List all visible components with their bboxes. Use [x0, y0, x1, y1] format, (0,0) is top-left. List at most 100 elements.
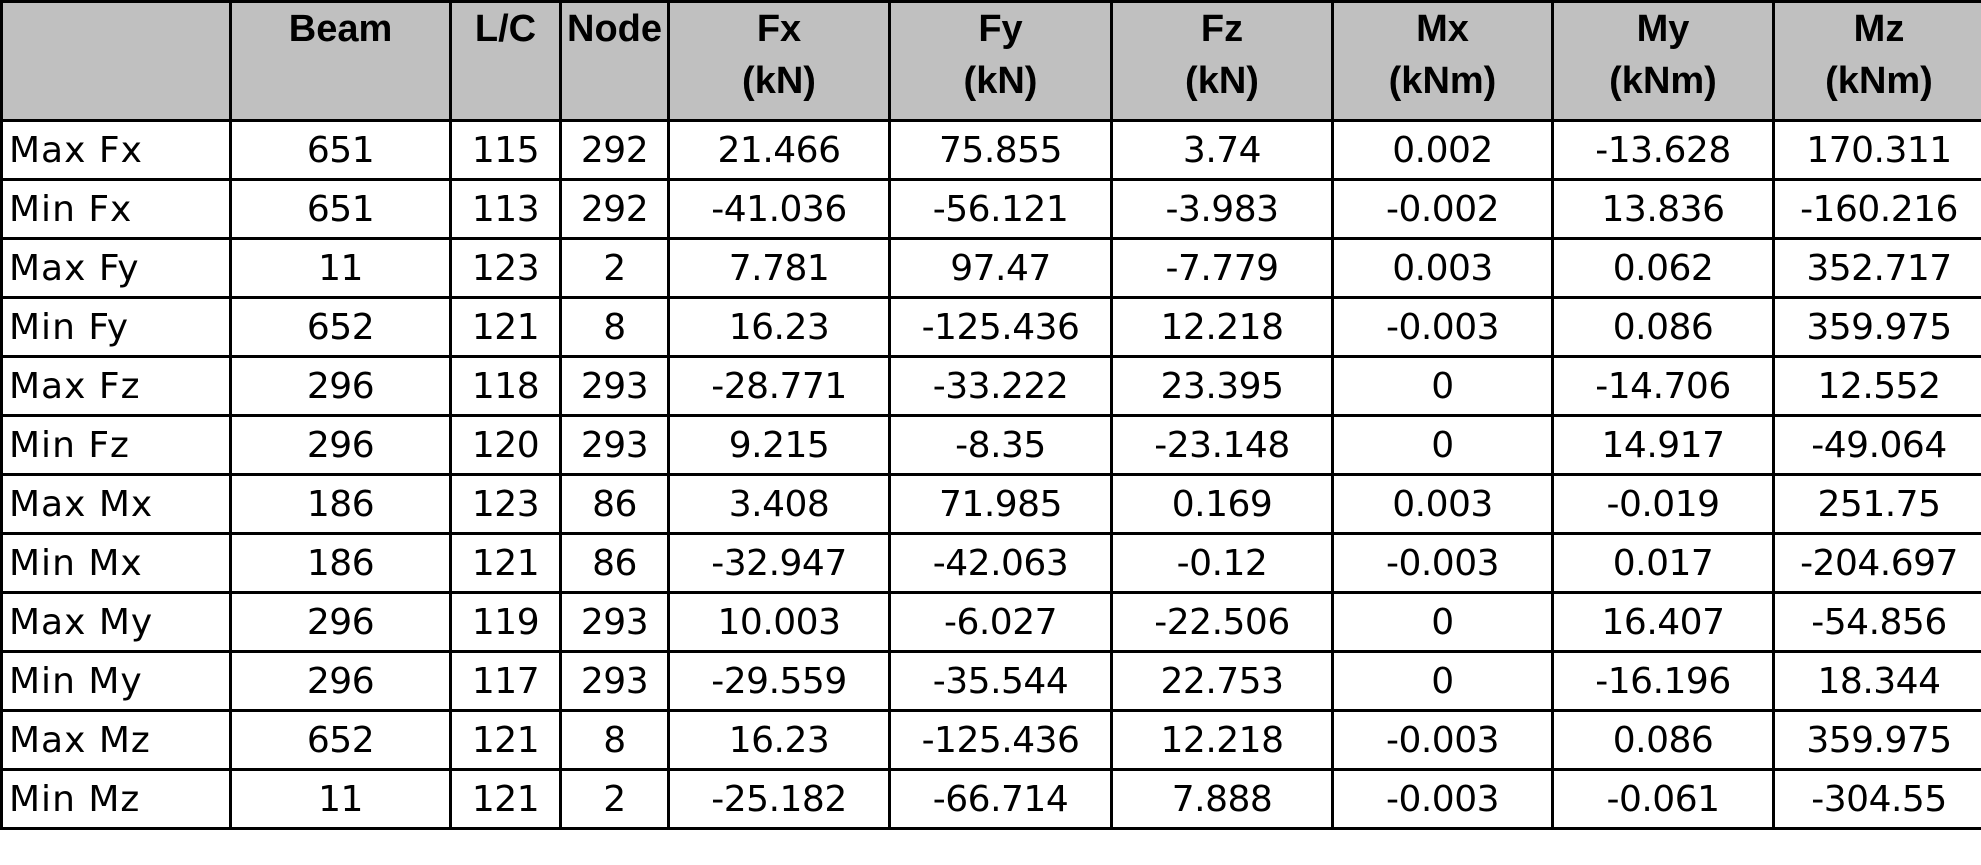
fz-cell: 23.395	[1110, 355, 1334, 417]
load-case-cell: 115	[449, 119, 562, 181]
row-label-cell: Min Fz	[0, 414, 232, 476]
header-my: My (kNm)	[1551, 0, 1775, 122]
beam-cell: 652	[229, 709, 452, 771]
row-label-cell: Max Mx	[0, 473, 232, 535]
fz-cell: -3.983	[1110, 178, 1334, 240]
table-row: Min Mz 11 121 2 -25.182 -66.714 7.888 -0.003 -0.…	[0, 768, 1981, 830]
header-label: Node	[567, 8, 662, 50]
my-cell: 0.086	[1551, 296, 1775, 358]
mx-cell: -0.003	[1331, 768, 1554, 830]
node-cell: 293	[559, 650, 670, 712]
beam-cell: 11	[229, 237, 452, 299]
fy-cell: 71.985	[888, 473, 1113, 535]
row-label-cell: Min My	[0, 650, 232, 712]
fz-cell: 12.218	[1110, 296, 1334, 358]
my-cell: 13.836	[1551, 178, 1775, 240]
mz-cell: 352.717	[1772, 237, 1981, 299]
load-case-cell: 113	[449, 178, 562, 240]
fz-cell: -0.12	[1110, 532, 1334, 594]
fx-cell: -25.182	[667, 768, 891, 830]
header-fx: Fx (kN)	[667, 0, 891, 122]
node-cell: 8	[559, 296, 670, 358]
table-row: Max My 296 119 293 10.003 -6.027 -22.506 0 16.40…	[0, 591, 1981, 653]
node-cell: 8	[559, 709, 670, 771]
beam-cell: 186	[229, 473, 452, 535]
fz-cell: -7.779	[1110, 237, 1334, 299]
table-body: Max Fx 651 115 292 21.466 75.855 3.74 0.002 -13.…	[0, 119, 1981, 830]
row-label-cell: Min Mz	[0, 768, 232, 830]
table-row: Min Fy 652 121 8 16.23 -125.436 12.218 -0.003 0.…	[0, 296, 1981, 358]
beam-cell: 296	[229, 650, 452, 712]
beam-cell: 296	[229, 591, 452, 653]
header-unit: (kNm)	[1825, 60, 1933, 102]
mx-cell: -0.003	[1331, 709, 1554, 771]
table-row: Max Mx 186 123 86 3.408 71.985 0.169 0.003 -0.01…	[0, 473, 1981, 535]
node-cell: 292	[559, 119, 670, 181]
mz-cell: 359.975	[1772, 296, 1981, 358]
fy-cell: 97.47	[888, 237, 1113, 299]
load-case-cell: 121	[449, 532, 562, 594]
mx-cell: 0.003	[1331, 473, 1554, 535]
fx-cell: -28.771	[667, 355, 891, 417]
row-label-cell: Max Mz	[0, 709, 232, 771]
mx-cell: 0	[1331, 414, 1554, 476]
node-cell: 86	[559, 473, 670, 535]
beam-cell: 652	[229, 296, 452, 358]
beam-cell: 296	[229, 355, 452, 417]
fx-cell: -32.947	[667, 532, 891, 594]
table-row: Min Fz 296 120 293 9.215 -8.35 -23.148 0 14.917-…	[0, 414, 1981, 476]
fx-cell: 10.003	[667, 591, 891, 653]
beam-cell: 651	[229, 119, 452, 181]
node-cell: 2	[559, 768, 670, 830]
fy-cell: -125.436	[888, 296, 1113, 358]
fz-cell: -23.148	[1110, 414, 1334, 476]
mx-cell: -0.002	[1331, 178, 1554, 240]
mz-cell: 12.552	[1772, 355, 1981, 417]
load-case-cell: 121	[449, 768, 562, 830]
header-unit: (kNm)	[1388, 60, 1497, 102]
my-cell: 0.086	[1551, 709, 1775, 771]
beam-cell: 186	[229, 532, 452, 594]
header-unit: (kN)	[742, 60, 816, 102]
node-cell: 2	[559, 237, 670, 299]
node-cell: 86	[559, 532, 670, 594]
mx-cell: -0.003	[1331, 532, 1554, 594]
header-unit: (kN)	[1185, 60, 1259, 102]
my-cell: 0.062	[1551, 237, 1775, 299]
mx-cell: -0.003	[1331, 296, 1554, 358]
mx-cell: 0.003	[1331, 237, 1554, 299]
mx-cell: 0	[1331, 355, 1554, 417]
fy-cell: -35.544	[888, 650, 1113, 712]
header-label: Fx	[756, 8, 802, 50]
header-label: L/C	[474, 8, 537, 50]
header-fy: Fy (kN)	[888, 0, 1113, 122]
beam-cell: 651	[229, 178, 452, 240]
load-case-cell: 118	[449, 355, 562, 417]
my-cell: -14.706	[1551, 355, 1775, 417]
fy-cell: -125.436	[888, 709, 1113, 771]
header-beam: Beam	[229, 0, 452, 122]
fy-cell: -66.714	[888, 768, 1113, 830]
beam-cell: 11	[229, 768, 452, 830]
row-label-cell: Min Fy	[0, 296, 232, 358]
header-row: Beam L/C Node Fx (kN) Fy (kN) Fz (kN) Mx	[0, 0, 1981, 122]
fx-cell: 16.23	[667, 709, 891, 771]
node-cell: 292	[559, 178, 670, 240]
my-cell: -13.628	[1551, 119, 1775, 181]
fx-cell: -29.559	[667, 650, 891, 712]
node-cell: 293	[559, 355, 670, 417]
table-row: Max Fx 651 115 292 21.466 75.855 3.74 0.002 -13.…	[0, 119, 1981, 181]
row-label-cell: Min Fx	[0, 178, 232, 240]
load-case-cell: 119	[449, 591, 562, 653]
fz-cell: 3.74	[1110, 119, 1334, 181]
beam-cell: 296	[229, 414, 452, 476]
mz-cell: -49.064	[1772, 414, 1981, 476]
header-unit: (kNm)	[1609, 60, 1717, 102]
fz-cell: 12.218	[1110, 709, 1334, 771]
header-label: Beam	[288, 8, 393, 50]
header-label: Fz	[1200, 8, 1244, 50]
fz-cell: 7.888	[1110, 768, 1334, 830]
header-label: My	[1636, 8, 1690, 50]
fy-cell: 75.855	[888, 119, 1113, 181]
fx-cell: 7.781	[667, 237, 891, 299]
